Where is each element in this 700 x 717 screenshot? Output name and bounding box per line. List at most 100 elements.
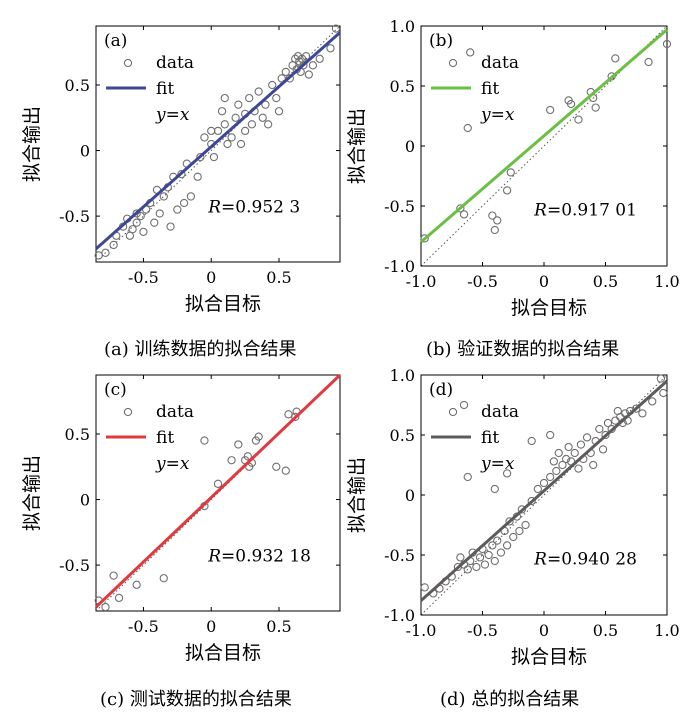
data-point [272, 462, 281, 471]
y-axis-label: 拟合输出 [21, 455, 43, 531]
x-tick-label: -0.5 [467, 621, 498, 640]
data-point [308, 61, 318, 70]
data-point [155, 209, 164, 218]
panel-caption: (a) 训练数据的拟合结果 [104, 339, 297, 360]
data-point [502, 186, 512, 195]
data-point [644, 57, 653, 67]
chart-panel-2: -1.0 -0.5 0 0.5 1.0 -1.0 -0.5 0 0.5 1.0 (b) data fit… [346, 17, 680, 360]
data-point [582, 433, 592, 442]
data-point [254, 87, 263, 96]
y-axis-label: 拟合输出 [346, 108, 368, 184]
data-point [213, 126, 223, 136]
legend-identity-label: y=x [480, 454, 515, 474]
data-point [331, 24, 341, 33]
data-point [466, 48, 475, 57]
data-point [200, 133, 209, 142]
data-point [132, 218, 141, 227]
data-point [589, 460, 598, 470]
data-point [207, 126, 216, 136]
data-point [638, 409, 647, 418]
data-point [490, 556, 499, 566]
legend: data fit y=x [106, 53, 194, 125]
data-point [493, 536, 502, 545]
y-tick-label: 0 [80, 491, 90, 510]
axes-frame [95, 374, 341, 612]
data-point [480, 560, 490, 569]
data-point [527, 436, 536, 446]
panel-caption: (c) 测试数据的拟合结果 [100, 689, 292, 710]
data-point [521, 520, 530, 530]
data-point [223, 139, 232, 149]
legend-fit-label: fit [156, 79, 174, 99]
fit-line [420, 379, 668, 602]
data-point [490, 484, 499, 494]
data-point [109, 240, 118, 250]
data-point [509, 532, 518, 542]
x-tick-label: -0.5 [128, 617, 159, 636]
data-point [484, 550, 493, 560]
data-point [179, 198, 189, 208]
x-tick-label: -0.5 [467, 272, 498, 291]
data-point [101, 248, 110, 257]
x-tick-label: 0.5 [266, 268, 291, 287]
data-point [558, 460, 567, 470]
y-axis-label: 拟合输出 [346, 457, 368, 533]
x-tick-label: -1.0 [406, 272, 437, 291]
legend-data-label: data [156, 53, 194, 73]
data-point [496, 548, 506, 557]
data-point [463, 123, 472, 133]
x-axis-label: 拟合目标 [185, 642, 261, 664]
panel-label: (a) [104, 31, 127, 51]
data-point [505, 517, 514, 526]
y-tick-label: 0.5 [390, 77, 415, 96]
data-point [264, 120, 273, 129]
data-point [601, 430, 610, 440]
data-point [632, 404, 641, 413]
r-value: R=0.940 28 [533, 550, 637, 570]
y-tick-label: -0.5 [59, 207, 90, 226]
data-point [291, 412, 300, 422]
data-point [463, 472, 472, 482]
data-point [150, 218, 159, 227]
data-point [459, 210, 469, 219]
r-value: R=0.952 3 [207, 197, 300, 217]
data-point [243, 452, 252, 461]
data-point [132, 580, 141, 589]
data-point [576, 440, 586, 449]
legend-data-marker [448, 58, 458, 68]
data-point [546, 105, 555, 115]
data-point [539, 478, 549, 488]
chart-panel-3: -0.5 0 0.5 -0.5 0 0.5 (c) data fit y=x R=0.932 18 拟… [21, 373, 342, 710]
data-point [591, 103, 600, 112]
data-point [258, 113, 267, 122]
legend-identity-label: y=x [480, 105, 515, 125]
data-point [566, 99, 576, 109]
legend-data-label: data [481, 402, 519, 422]
data-point [552, 466, 561, 476]
identity-line [420, 25, 668, 267]
legend-data-label: data [156, 402, 194, 422]
data-point [274, 107, 284, 116]
data-point [595, 424, 604, 434]
data-point [490, 225, 499, 235]
fit-line [94, 373, 342, 609]
data-point [217, 107, 227, 116]
data-point [326, 44, 335, 53]
legend: data fit y=x [431, 53, 519, 125]
axes-frame [95, 25, 341, 263]
identity-line [420, 374, 668, 616]
data-point [220, 120, 229, 129]
x-tick-label: 0 [539, 272, 549, 291]
data-point [139, 227, 148, 236]
data-point [420, 583, 429, 592]
data-point [284, 410, 293, 419]
data-point [502, 469, 512, 478]
r-value: R=0.917 01 [533, 201, 637, 221]
data-point [166, 222, 175, 231]
data-point [101, 602, 110, 612]
data-point [517, 505, 527, 514]
data-point [227, 133, 236, 142]
panel-label: (d) [429, 380, 453, 400]
y-tick-label: -1.0 [384, 606, 415, 625]
